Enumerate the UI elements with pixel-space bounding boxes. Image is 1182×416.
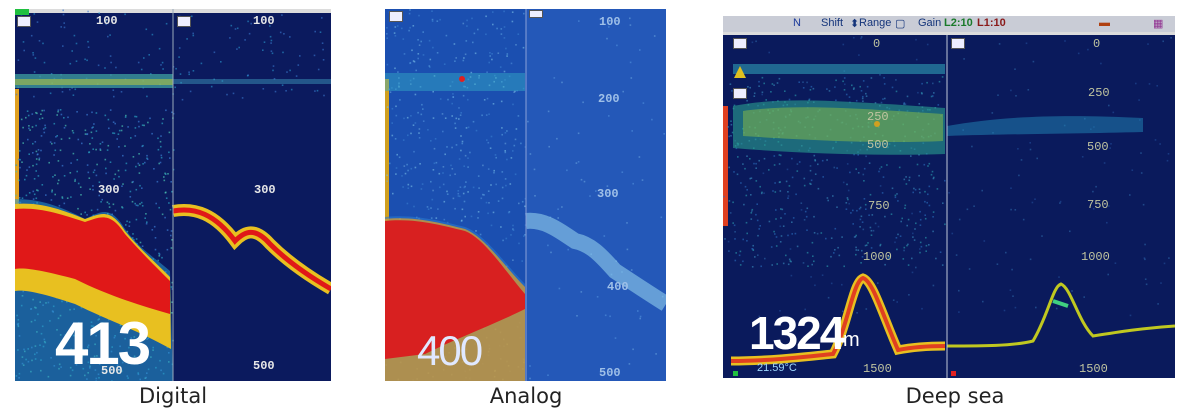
gain-l2-value: L2:10 [944,17,973,29]
deep-sea-toolbar: N Shift ⬍ Range ▢ Gain L2:10 L1:10 ▬ ▦ [723,16,1175,32]
depth-tick-400: 400 [607,280,629,294]
depth-tick-right-top: 100 [253,14,275,28]
range-label[interactable]: Range [859,17,892,29]
depth-tick-left-bottom: 500 [101,364,123,378]
range-marker-icon [529,10,543,18]
range-marker-icon [17,16,31,27]
right-tick-0: 0 [1093,37,1101,51]
left-tick-1000: 1000 [863,250,892,264]
range-marker-icon [177,16,191,27]
depth-unit: m [843,329,860,351]
range-box-icon: ▢ [895,18,906,30]
analog-echo-display [385,9,666,381]
left-tick-1500: 1500 [863,362,892,376]
caption-analog: Analog [489,384,563,408]
range-marker-icon [733,38,747,49]
depth-tick-right-bottom: 500 [253,359,275,373]
depth-tick-left-top: 100 [96,14,118,28]
depth-tick-500: 500 [599,366,621,380]
depth-tick-right-mid: 300 [254,183,276,197]
shift-label[interactable]: Shift [821,17,844,29]
menu-icon[interactable]: ▦ [1153,18,1164,30]
right-tick-250: 250 [1088,86,1110,100]
digital-echogram: 100 100 300 300 500 500 413 [15,9,331,381]
right-tick-1000: 1000 [1081,250,1110,264]
settings-icon[interactable]: ▬ [1099,17,1110,29]
depth-readout: 400 [417,327,483,374]
left-tick-750: 750 [868,199,890,213]
range-marker-icon [389,11,403,22]
depth-tick-100: 100 [599,15,621,29]
depth-readout: 413 [55,310,151,377]
digital-echo-display [15,9,331,381]
right-tick-500: 500 [1087,140,1109,154]
shift-icon: N [793,17,801,29]
left-tick-500: 500 [867,138,889,152]
depth-readout: 1324 [749,307,845,359]
gain-label[interactable]: Gain [918,17,942,29]
range-icon: ⬍ [850,18,860,30]
depth-tick-200: 200 [598,92,620,106]
depth-tick-left-mid: 300 [98,183,120,197]
depth-tick-300: 300 [597,187,619,201]
status-marker-red [951,371,956,376]
caption-digital: Digital [138,384,208,408]
status-marker-green [733,371,738,376]
right-tick-1500: 1500 [1079,362,1108,376]
right-tick-750: 750 [1087,198,1109,212]
water-temperature: 21.59°C [757,362,797,374]
deep-sea-echo-display [723,16,1175,378]
zoom-marker-icon [733,88,747,99]
caption-deep-sea: Deep sea [905,384,1005,408]
left-tick-0: 0 [873,37,881,51]
deep-sea-echogram: N Shift ⬍ Range ▢ Gain L2:10 L1:10 ▬ ▦ 0… [723,16,1175,378]
left-tick-250: 250 [867,110,889,124]
transducer-icon [734,66,746,78]
analog-echogram: 100 200 300 400 500 400 [385,9,666,381]
range-marker-icon [951,38,965,49]
gain-l1-value: L1:10 [977,17,1006,29]
